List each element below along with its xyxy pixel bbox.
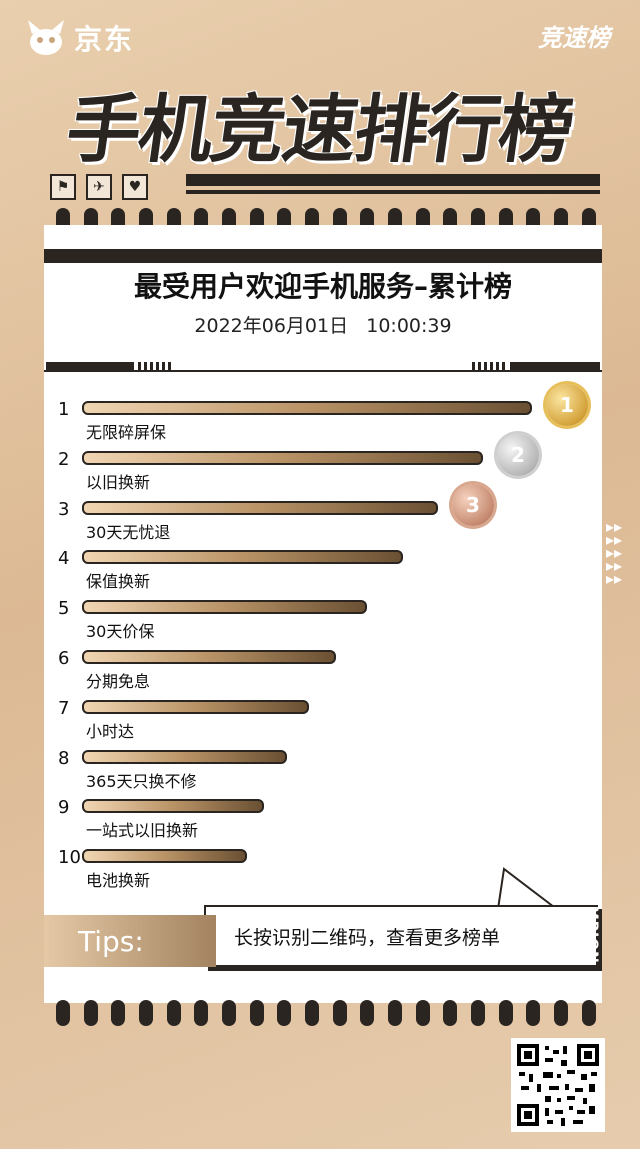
card-top-bar <box>44 249 602 263</box>
flag-icon: ⚑ <box>50 174 76 200</box>
divider-block-right <box>510 362 600 370</box>
jd-dog-mascot-icon <box>28 20 64 55</box>
divider-block-left <box>46 362 134 370</box>
rank-number: 8 <box>58 747 70 769</box>
heart-icon: ♥ <box>122 174 148 200</box>
jd-logo: 京东 <box>24 18 134 58</box>
ranking-card: 最受用户欢迎手机服务–累计榜 2022年06月01日 10:00:39 1 无限碎… <box>44 225 602 1003</box>
tips-tab: Tips: <box>44 915 216 967</box>
arrows-decoration: ▸▸ ▸▸ ▸▸ ▸▸ ▸▸ <box>606 517 623 588</box>
qr-code-icon <box>517 1044 599 1126</box>
header-stripe <box>186 174 600 186</box>
rank-number: 9 <box>58 797 70 819</box>
ranking-bar <box>82 699 309 714</box>
rank-number: 3 <box>58 498 70 520</box>
service-label: 小时达 <box>86 721 135 741</box>
tips-bubble: 长按识别二维码，查看更多榜单 <box>204 905 598 967</box>
rank-number: 7 <box>58 697 70 719</box>
ranking-bar <box>82 849 247 864</box>
divider-line <box>44 370 602 372</box>
service-label: 一站式以旧换新 <box>86 821 199 841</box>
service-label: 30天价保 <box>86 622 155 642</box>
tips-label: Tips: <box>78 924 144 958</box>
ranking-bar <box>82 450 483 465</box>
header-stripe-thin <box>186 190 600 194</box>
rank-number: 4 <box>58 548 70 570</box>
medal-bronze-icon: 3 <box>452 483 494 526</box>
qr-code[interactable] <box>511 1038 605 1132</box>
tips-text: 长按识别二维码，查看更多榜单 <box>234 926 501 949</box>
service-label: 无限碎屏保 <box>86 423 167 442</box>
ranking-bar <box>82 600 367 615</box>
ranking-bar <box>82 650 336 664</box>
binding-bottom <box>56 1000 596 1026</box>
rank-number: 5 <box>58 598 70 620</box>
ranking-bar <box>82 500 438 515</box>
divider-ticks-left <box>138 362 172 370</box>
jd-logo-text: 京东 <box>74 23 135 56</box>
card-date: 2022年06月01日 <box>194 315 349 337</box>
medal-gold-icon: 1 <box>546 384 588 426</box>
bubble-tail-icon <box>497 867 555 909</box>
service-label: 电池换新 <box>86 871 151 891</box>
service-label: 365天只换不修 <box>86 771 197 791</box>
service-label: 以旧换新 <box>86 472 151 492</box>
champion-side-text: CHAMPION <box>584 870 600 964</box>
medal-silver-icon: 2 <box>497 433 539 476</box>
service-label: 保值换新 <box>86 572 151 592</box>
ranking-bar <box>82 799 264 814</box>
ranking-bar <box>82 749 287 764</box>
ranking-bar <box>82 401 532 415</box>
rank-number: 10 <box>58 847 81 869</box>
card-datetime: 2022年06月01日 10:00:39 <box>44 311 602 338</box>
divider-ticks-right <box>472 362 506 370</box>
card-title: 最受用户欢迎手机服务–累计榜 <box>133 270 512 303</box>
bird-icon: ✈ <box>86 174 112 200</box>
service-label: 分期免息 <box>86 672 151 691</box>
rank-number: 1 <box>58 399 70 420</box>
hero-title: 手机竞速排行榜 <box>61 87 578 173</box>
rank-number: 2 <box>58 448 70 470</box>
brand-mark: 竞速榜 <box>538 24 610 52</box>
card-time: 10:00:39 <box>366 315 452 337</box>
service-label: 30天无忧退 <box>86 522 171 542</box>
ranking-bar <box>82 550 403 565</box>
rank-number: 6 <box>58 648 70 669</box>
